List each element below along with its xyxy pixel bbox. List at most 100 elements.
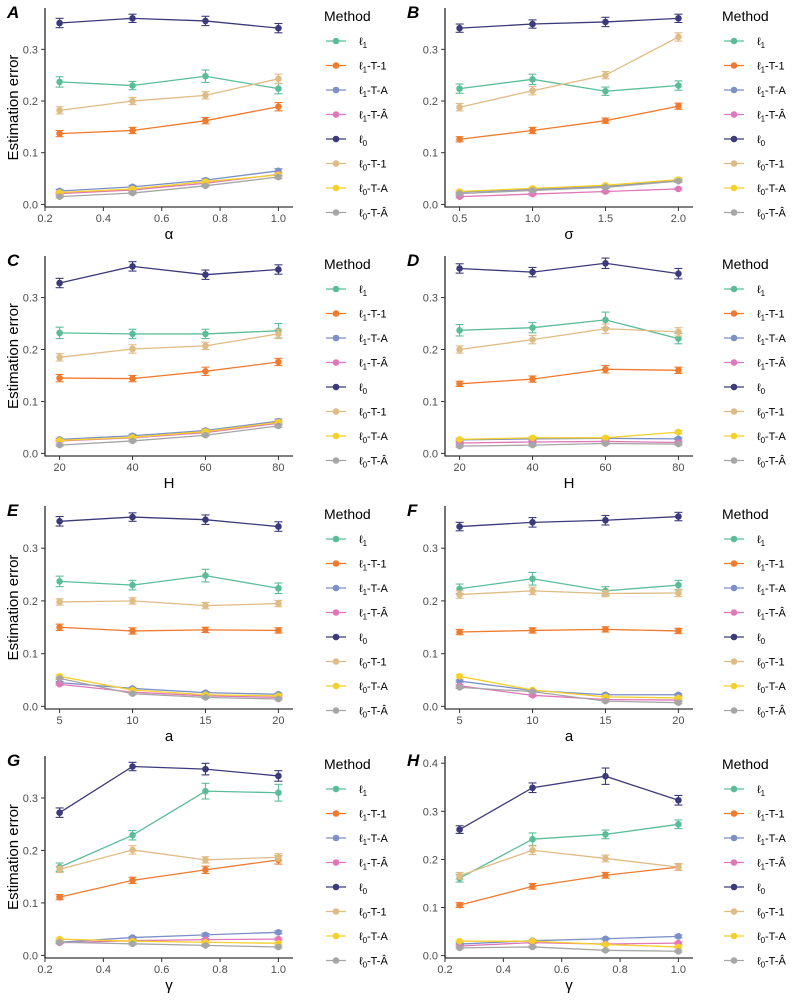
data-point bbox=[56, 938, 63, 946]
legend-item-l1TAhat: ℓ1-T-Â bbox=[326, 857, 388, 872]
legend-label-suffix: -T-1 bbox=[765, 657, 785, 669]
legend-label-subscript: 0 bbox=[363, 164, 368, 173]
legend-label-subscript: 0 bbox=[363, 961, 368, 970]
series-line-l1 bbox=[459, 319, 679, 340]
series-line-l1T1 bbox=[459, 866, 679, 906]
y-tick-label: 0.3 bbox=[423, 543, 438, 555]
data-point bbox=[275, 85, 282, 92]
legend-label-suffix: -T-A bbox=[765, 583, 786, 595]
legend-label: ℓ1-T-Â bbox=[757, 357, 786, 372]
y-tick-label: 0.1 bbox=[423, 649, 438, 661]
legend-label-suffix: -T-Â bbox=[765, 455, 786, 468]
series-l1 bbox=[55, 322, 283, 340]
data-point bbox=[675, 627, 682, 635]
y-tick-label: 0.1 bbox=[423, 148, 438, 160]
legend-swatch-point bbox=[332, 932, 340, 940]
legend-label-suffix: -T-1 bbox=[367, 657, 387, 669]
data-point bbox=[202, 931, 209, 939]
data-point bbox=[129, 437, 136, 445]
data-point bbox=[275, 266, 282, 273]
legend-label: ℓ0-T-1 bbox=[757, 159, 785, 173]
legend-item-l1TAhat: ℓ1-T-Â bbox=[724, 607, 786, 622]
legend-label-base: ℓ bbox=[757, 583, 761, 595]
legend-swatch-point bbox=[332, 209, 340, 216]
legend-swatch-point bbox=[332, 37, 340, 45]
legend-label-suffix: -T-Â bbox=[765, 109, 786, 122]
x-tick-label: 0.2 bbox=[437, 964, 452, 976]
legend-label: ℓ0-T-1 bbox=[757, 407, 785, 421]
legend-label-subscript: 0 bbox=[363, 662, 368, 671]
legend-label-base: ℓ bbox=[359, 784, 363, 796]
legend-label-subscript: 0 bbox=[761, 164, 766, 173]
legend-swatch-point bbox=[730, 408, 738, 415]
legend-label-base: ℓ bbox=[757, 833, 761, 845]
data-point bbox=[275, 853, 282, 861]
legend-item-l1TAhat: ℓ1-T-Â bbox=[724, 857, 786, 872]
legend-label-suffix: -T-Â bbox=[367, 455, 388, 468]
legend-label-base: ℓ bbox=[359, 431, 363, 443]
legend-item-l0TA: ℓ0-T-A bbox=[326, 183, 388, 197]
legend-label-subscript: 1 bbox=[363, 363, 368, 372]
x-tick-label: 1.0 bbox=[271, 964, 286, 976]
legend-swatch-point bbox=[332, 859, 340, 866]
data-point bbox=[529, 937, 536, 945]
series-l0TAhat bbox=[55, 173, 283, 200]
legend-item-l0TAhat: ℓ0-T-Â bbox=[724, 955, 786, 970]
data-point bbox=[602, 697, 609, 705]
data-point bbox=[129, 263, 136, 270]
y-tick-label: 0.1 bbox=[423, 396, 438, 408]
legend-label-subscript: 0 bbox=[363, 711, 368, 720]
data-point bbox=[529, 375, 536, 383]
legend-swatch-point bbox=[730, 111, 738, 118]
legend-label-base: ℓ bbox=[757, 706, 761, 718]
data-point bbox=[602, 18, 609, 26]
series-l1 bbox=[55, 568, 283, 595]
legend-label-suffix: -T-1 bbox=[367, 907, 387, 919]
data-point bbox=[602, 831, 609, 838]
legend-label-base: ℓ bbox=[757, 608, 761, 620]
legend-item-l1TA: ℓ1-T-A bbox=[326, 833, 388, 847]
data-point bbox=[456, 937, 463, 945]
data-point bbox=[529, 268, 536, 276]
data-point bbox=[56, 374, 63, 382]
data-point bbox=[456, 380, 463, 388]
y-tick-label: 0.3 bbox=[23, 44, 38, 56]
legend-label-base: ℓ bbox=[757, 907, 761, 919]
series-l0TAhat bbox=[455, 684, 683, 706]
legend-swatch-point bbox=[730, 160, 738, 167]
legend-item-l1: ℓ1 bbox=[326, 784, 368, 798]
legend-label: ℓ0 bbox=[359, 382, 368, 396]
data-point bbox=[202, 516, 209, 524]
legend-label-base: ℓ bbox=[757, 632, 761, 644]
legend-label-subscript: 0 bbox=[363, 686, 368, 695]
series-l1T1 bbox=[55, 855, 283, 901]
data-point bbox=[202, 117, 209, 124]
series-line-l1TAhat bbox=[59, 938, 279, 944]
data-point bbox=[456, 901, 463, 909]
data-point bbox=[675, 335, 682, 342]
data-point bbox=[275, 943, 282, 951]
legend-label-subscript: 1 bbox=[363, 613, 368, 622]
series-line-l1T1 bbox=[59, 859, 279, 898]
legend-label-base: ℓ bbox=[359, 956, 363, 968]
legend-item-l0TA: ℓ0-T-A bbox=[326, 931, 388, 945]
legend-item-l1TA: ℓ1-T-A bbox=[326, 583, 388, 597]
legend-item-l1: ℓ1 bbox=[724, 784, 766, 798]
series-line-l0 bbox=[59, 765, 279, 814]
legend-swatch-point bbox=[730, 383, 738, 391]
legend-label: ℓ0-T-1 bbox=[359, 657, 387, 671]
data-point bbox=[675, 947, 682, 955]
y-tick-label: 0.0 bbox=[23, 950, 38, 962]
data-point bbox=[275, 330, 282, 338]
legend-label: ℓ1-T-1 bbox=[359, 61, 387, 75]
data-point bbox=[202, 626, 209, 634]
legend-swatch-point bbox=[730, 86, 738, 94]
data-point bbox=[129, 375, 136, 382]
legend-item-l1TA: ℓ1-T-A bbox=[724, 333, 786, 347]
series-line-l0 bbox=[459, 262, 679, 275]
legend-swatch-point bbox=[730, 810, 738, 817]
legend-item-l0: ℓ0 bbox=[326, 134, 368, 148]
legend-label-base: ℓ bbox=[757, 956, 761, 968]
legend-label-subscript: 1 bbox=[761, 789, 766, 798]
legend-swatch-point bbox=[332, 682, 340, 690]
